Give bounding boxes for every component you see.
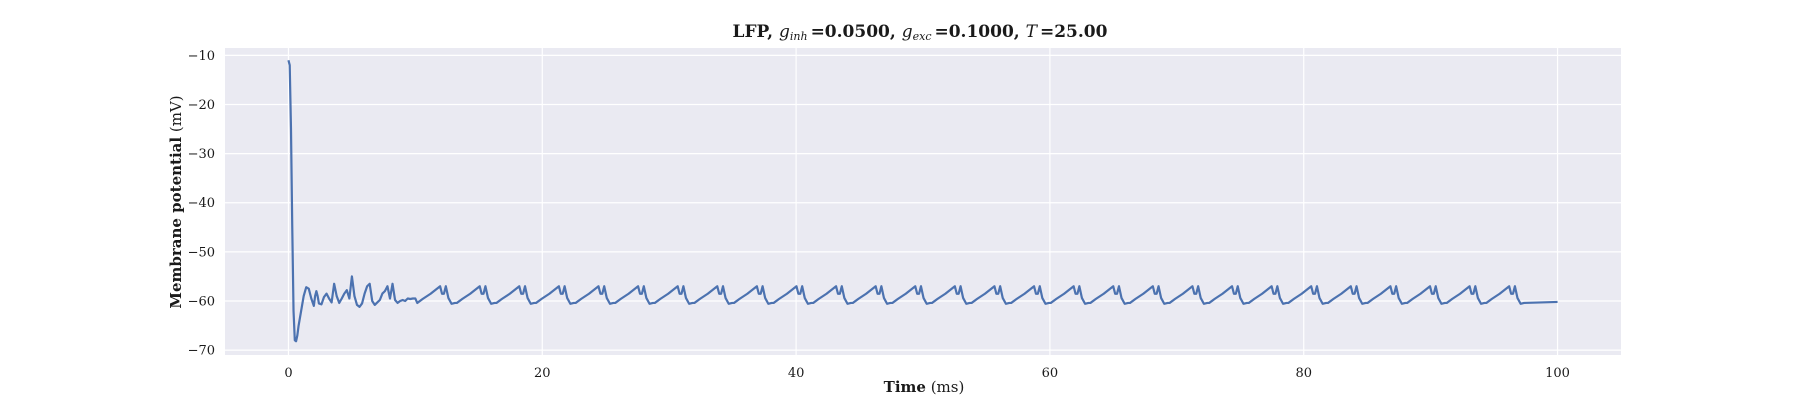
x-tick-label: 60 — [1042, 366, 1059, 381]
series-line — [287, 60, 1558, 343]
title-g-exc-value: =0.1000 — [934, 22, 1013, 42]
x-axis-label-unit: (ms) — [926, 378, 964, 396]
chart-title: LFP, ginh =0.0500, gexc =0.1000, T =25.00 — [733, 22, 1108, 43]
title-T-symbol: T — [1026, 22, 1039, 42]
y-axis-label: Membrane potential (mV) — [167, 95, 185, 308]
y-tick-label: −70 — [188, 344, 215, 359]
title-g-inh-symbol: g — [779, 22, 790, 42]
title-g-exc-symbol: g — [902, 22, 913, 42]
y-tick-label: −30 — [188, 147, 215, 162]
y-axis-label-bold: Membrane potential — [167, 137, 185, 309]
y-tick-label: −60 — [188, 294, 215, 309]
title-g-inh-value: =0.0500 — [811, 22, 890, 42]
x-axis-label-bold: Time — [884, 378, 926, 396]
title-sep-1: , — [890, 22, 902, 42]
x-tick-label: 80 — [1295, 366, 1312, 381]
x-tick-label: 20 — [534, 366, 551, 381]
x-axis-label: Time (ms) — [884, 378, 965, 396]
x-tick-label: 0 — [284, 366, 292, 381]
title-g-inh-sub: inh — [790, 30, 808, 43]
y-tick-label: −20 — [188, 98, 215, 113]
plot-background — [225, 48, 1621, 355]
y-tick-label: −10 — [188, 49, 215, 64]
grid — [225, 48, 1621, 355]
x-tick-label: 100 — [1545, 366, 1570, 381]
title-prefix: LFP, — [733, 22, 779, 42]
title-T-value: =25.00 — [1040, 22, 1108, 42]
x-tick-label: 40 — [788, 366, 805, 381]
y-tick-label: −40 — [188, 196, 215, 211]
title-sep-2: , — [1014, 22, 1026, 42]
title-g-exc-sub: exc — [913, 30, 932, 43]
y-tick-label: −50 — [188, 245, 215, 260]
y-axis-label-unit: (mV) — [167, 95, 185, 137]
